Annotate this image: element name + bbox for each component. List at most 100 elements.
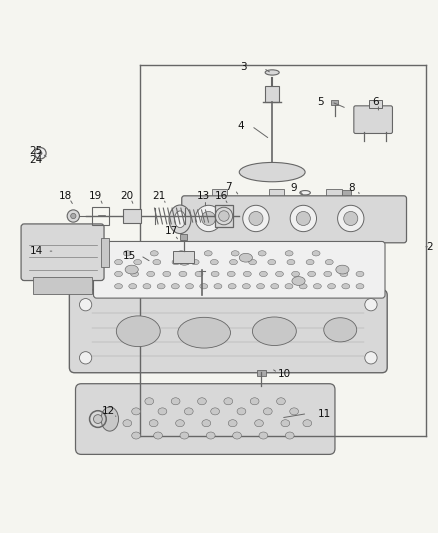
Circle shape	[364, 298, 376, 311]
FancyBboxPatch shape	[21, 224, 104, 280]
Ellipse shape	[231, 251, 239, 256]
Ellipse shape	[265, 70, 279, 75]
Ellipse shape	[237, 408, 245, 415]
Ellipse shape	[313, 284, 321, 289]
Ellipse shape	[267, 260, 275, 265]
Bar	[256, 370, 265, 376]
Text: 25: 25	[29, 147, 42, 157]
Ellipse shape	[228, 419, 237, 427]
Circle shape	[296, 212, 310, 225]
Ellipse shape	[162, 271, 170, 277]
Ellipse shape	[177, 317, 230, 348]
Ellipse shape	[169, 205, 191, 233]
Ellipse shape	[250, 398, 258, 405]
Ellipse shape	[131, 271, 138, 277]
Ellipse shape	[307, 271, 315, 277]
FancyBboxPatch shape	[181, 196, 406, 243]
Ellipse shape	[228, 284, 236, 289]
Ellipse shape	[171, 284, 179, 289]
Ellipse shape	[341, 284, 349, 289]
Ellipse shape	[213, 284, 221, 289]
Ellipse shape	[259, 271, 267, 277]
Ellipse shape	[197, 398, 206, 405]
Circle shape	[71, 213, 76, 219]
Ellipse shape	[174, 211, 185, 228]
Ellipse shape	[179, 271, 187, 277]
Ellipse shape	[289, 408, 298, 415]
Ellipse shape	[114, 260, 122, 265]
Ellipse shape	[180, 432, 188, 439]
Text: 12: 12	[102, 406, 115, 416]
Bar	[211, 189, 227, 198]
Text: 15: 15	[123, 251, 136, 261]
Ellipse shape	[134, 260, 141, 265]
Ellipse shape	[270, 284, 278, 289]
Circle shape	[39, 151, 42, 155]
Ellipse shape	[211, 271, 219, 277]
Circle shape	[195, 205, 221, 232]
Ellipse shape	[116, 316, 160, 346]
Bar	[101, 238, 109, 266]
Ellipse shape	[210, 260, 218, 265]
FancyBboxPatch shape	[353, 106, 392, 133]
Text: 17: 17	[164, 227, 177, 236]
Ellipse shape	[184, 408, 193, 415]
Text: 16: 16	[215, 191, 228, 201]
Ellipse shape	[152, 260, 160, 265]
Circle shape	[79, 298, 92, 311]
Ellipse shape	[128, 284, 136, 289]
Ellipse shape	[280, 419, 289, 427]
Circle shape	[354, 204, 364, 214]
Ellipse shape	[252, 317, 296, 345]
Ellipse shape	[276, 398, 285, 405]
Ellipse shape	[177, 251, 185, 256]
Ellipse shape	[323, 318, 356, 342]
Ellipse shape	[232, 432, 241, 439]
Ellipse shape	[125, 265, 138, 274]
Ellipse shape	[153, 432, 162, 439]
Ellipse shape	[291, 271, 299, 277]
Circle shape	[380, 204, 391, 214]
Ellipse shape	[194, 271, 202, 277]
Ellipse shape	[285, 432, 293, 439]
Text: 6: 6	[371, 97, 378, 107]
Circle shape	[242, 205, 268, 232]
Ellipse shape	[143, 284, 151, 289]
Circle shape	[364, 352, 376, 364]
Ellipse shape	[335, 265, 348, 274]
Ellipse shape	[286, 260, 294, 265]
Ellipse shape	[210, 408, 219, 415]
Ellipse shape	[239, 253, 252, 262]
Ellipse shape	[149, 419, 158, 427]
Text: 10: 10	[277, 369, 290, 379]
Ellipse shape	[327, 284, 335, 289]
Ellipse shape	[172, 260, 180, 265]
Ellipse shape	[101, 407, 118, 431]
Circle shape	[37, 282, 44, 289]
Ellipse shape	[302, 419, 311, 427]
Text: 13: 13	[196, 191, 209, 201]
Text: 19: 19	[89, 191, 102, 201]
Ellipse shape	[123, 419, 131, 427]
Ellipse shape	[114, 271, 122, 277]
Ellipse shape	[299, 191, 310, 195]
Ellipse shape	[258, 251, 265, 256]
Ellipse shape	[248, 260, 256, 265]
Ellipse shape	[145, 398, 153, 405]
Ellipse shape	[177, 256, 191, 265]
Circle shape	[35, 148, 46, 159]
Circle shape	[72, 282, 79, 289]
Ellipse shape	[258, 432, 267, 439]
Ellipse shape	[223, 398, 232, 405]
Bar	[265, 86, 279, 102]
Circle shape	[218, 211, 229, 221]
Ellipse shape	[256, 284, 264, 289]
Ellipse shape	[339, 271, 347, 277]
Ellipse shape	[191, 260, 199, 265]
Bar	[123, 209, 141, 223]
Text: 5: 5	[316, 97, 323, 107]
Ellipse shape	[242, 284, 250, 289]
Circle shape	[201, 212, 215, 225]
Text: 8: 8	[347, 183, 354, 193]
FancyBboxPatch shape	[75, 384, 334, 455]
